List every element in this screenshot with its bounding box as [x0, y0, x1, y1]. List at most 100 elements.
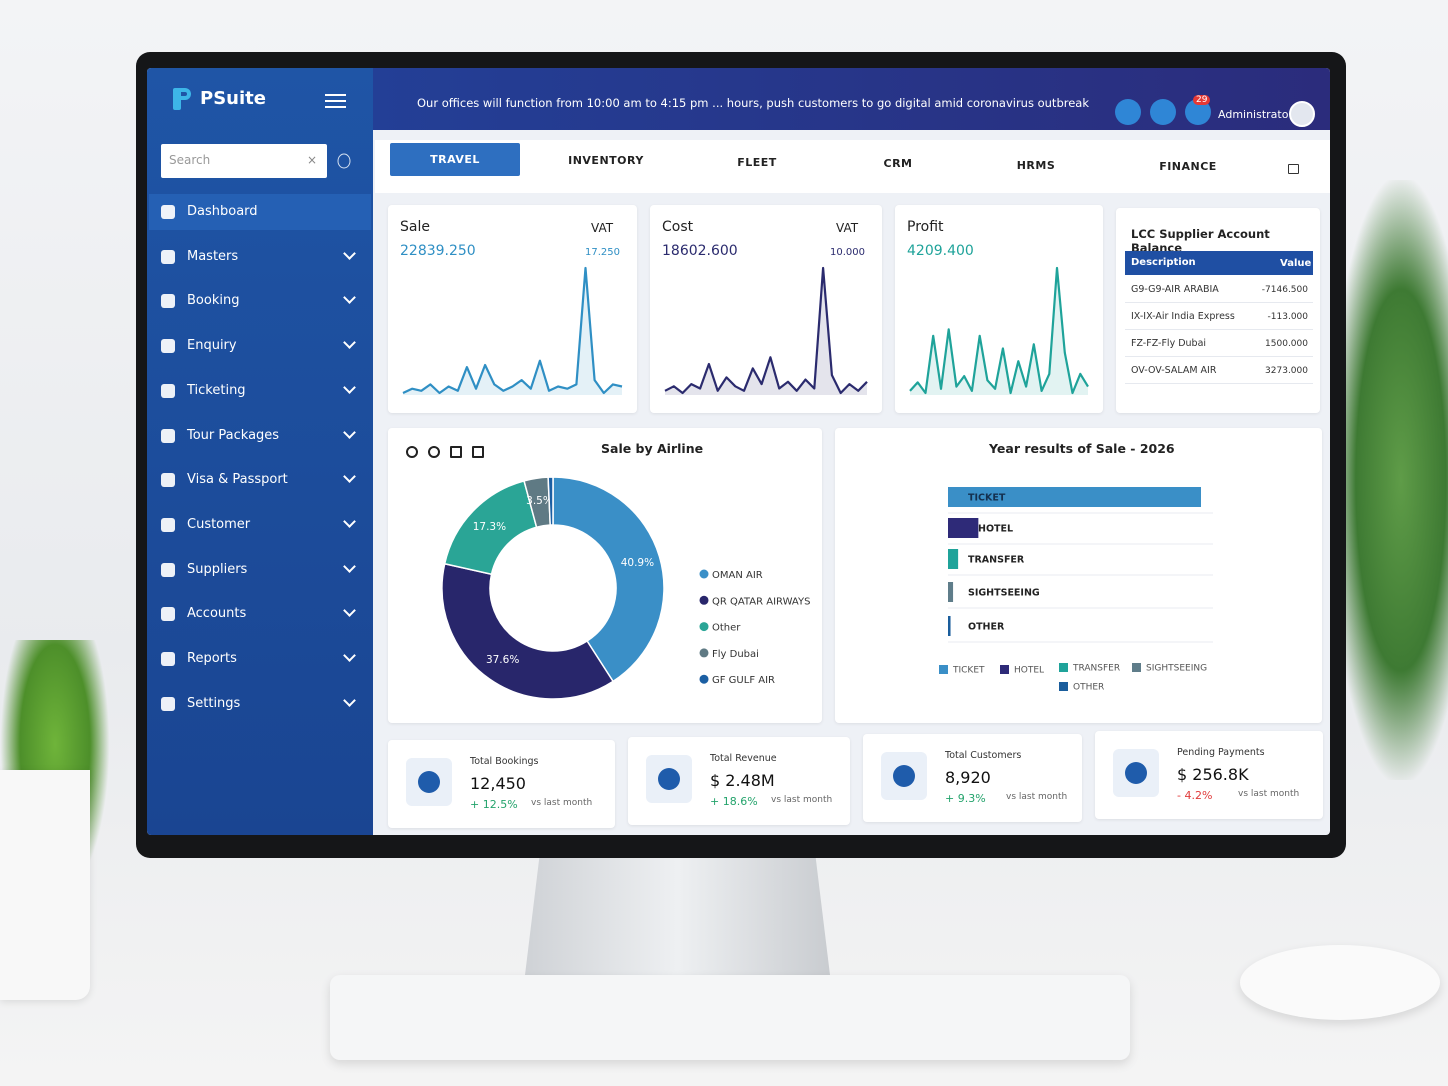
legend-label: QR QATAR AIRWAYS — [712, 596, 810, 607]
kpi-note: vs last month — [771, 795, 833, 805]
kpi-glyph — [893, 765, 915, 787]
menu-label: Ticketing — [187, 382, 246, 398]
sparkline — [402, 266, 623, 395]
menu-icon — [161, 339, 175, 354]
slice-label: 3.5% — [526, 495, 553, 507]
kpi-card: Pending Payments $ 256.8K - 4.2% vs last mo… — [1095, 731, 1323, 819]
header-icon-button[interactable] — [1115, 99, 1141, 125]
tab[interactable]: INVENTORY — [568, 154, 644, 168]
refresh-button[interactable] — [337, 153, 351, 169]
card-label: Cost — [662, 219, 694, 235]
bar — [948, 487, 1201, 507]
chart-tool-button[interactable] — [428, 446, 440, 458]
kpi-card: Total Bookings 12,450 + 12.5% vs last month — [388, 740, 615, 828]
menu-item[interactable]: Enquiry — [149, 328, 371, 364]
header-icon-button[interactable] — [1150, 99, 1176, 125]
pie-slice — [552, 476, 665, 683]
kpi-label: Total Bookings — [470, 756, 539, 767]
bar-label: SIGHTSEEING — [968, 588, 1040, 599]
legend-label: GF GULF AIR — [712, 675, 775, 686]
menu-item[interactable]: Accounts — [149, 596, 371, 632]
chart-tool-button[interactable] — [450, 446, 462, 458]
menu-icon — [161, 383, 175, 398]
menu-icon — [161, 473, 175, 488]
menu-item[interactable]: Booking — [149, 283, 371, 319]
lock-icon[interactable] — [1288, 164, 1299, 174]
user-name[interactable]: Administrator — [1218, 108, 1293, 121]
menu-label: Enquiry — [187, 338, 237, 354]
chart-area — [909, 266, 1089, 395]
chart-tool-button[interactable] — [472, 446, 484, 458]
legend-marker — [1059, 663, 1068, 672]
menu-chevron — [343, 604, 356, 618]
legend-label: HOTEL — [1014, 666, 1044, 676]
summary-card: Sale 22839.250 VAT 17.250 — [388, 205, 637, 413]
legend-label: TRANSFER — [1072, 664, 1120, 674]
menu-label: Suppliers — [187, 561, 248, 577]
kpi-label: Pending Payments — [1177, 747, 1265, 758]
vat-value: 10.000 — [830, 247, 865, 258]
pie-slice — [441, 562, 615, 700]
card-amount: 22839.250 — [400, 243, 476, 259]
bar — [948, 582, 954, 602]
search-clear[interactable]: × — [307, 153, 318, 167]
menu-item[interactable]: Ticketing — [149, 373, 371, 409]
menu-item[interactable]: Settings — [149, 686, 371, 722]
vat-label: VAT — [836, 221, 859, 235]
tab[interactable]: HRMS — [1016, 158, 1056, 172]
menu-chevron — [343, 559, 356, 573]
menu-label: Settings — [187, 695, 241, 711]
kpi-value: 12,450 — [470, 774, 526, 793]
kpi-note: vs last month — [1006, 792, 1068, 802]
keyboard — [330, 975, 1130, 1060]
menu-item[interactable]: Customer — [149, 507, 371, 543]
legend-label: OMAN AIR — [712, 570, 763, 581]
menu-item[interactable]: Dashboard — [149, 194, 371, 230]
card-label: Sale — [400, 219, 430, 235]
logo-icon — [177, 88, 191, 100]
legend-marker — [1132, 663, 1141, 672]
menu-item[interactable]: Visa & Passport — [149, 462, 371, 498]
menu-icon — [161, 562, 175, 577]
menu-label: Dashboard — [187, 204, 258, 219]
row-divider — [1125, 302, 1313, 303]
active-tab — [390, 143, 520, 176]
menu-icon — [161, 294, 175, 309]
kpi-icon — [881, 752, 927, 800]
menu-item[interactable]: Tour Packages — [149, 418, 371, 454]
tab[interactable]: FINANCE — [1159, 160, 1217, 173]
legend-marker — [699, 648, 709, 658]
menu-item[interactable]: Suppliers — [149, 552, 371, 588]
bar-label: HOTEL — [978, 524, 1013, 535]
kpi-value: $ 2.48M — [710, 771, 775, 790]
menu-icon — [161, 249, 175, 264]
legend-label: OTHER — [1073, 683, 1104, 693]
notice: Our offices will function from 10:00 am … — [417, 96, 1089, 110]
chart-area: 40.9% OMAN AIR 37.6% QR QATAR AIRWAYS 17.3% O… — [441, 476, 810, 700]
menu-icon — [161, 652, 175, 666]
tab[interactable]: CRM — [883, 157, 913, 171]
search-box[interactable]: Search × — [161, 144, 327, 178]
chart-tool-button[interactable] — [406, 446, 418, 458]
menu-icon — [161, 517, 175, 532]
kpi-note: vs last month — [531, 798, 593, 808]
screen: PSuite Search × Dashboard Masters Booking Enqu… — [147, 68, 1330, 835]
sparkline — [664, 266, 868, 395]
kpi-card: Total Customers 8,920 + 9.3% vs last month — [863, 734, 1082, 822]
sparkline-area — [665, 268, 867, 395]
table-cell: -7146.500 — [1261, 285, 1308, 295]
notification-badge: 29 — [1193, 95, 1211, 105]
slice-label: 17.3% — [473, 521, 506, 533]
user-avatar — [1289, 101, 1315, 127]
kpi-change: + 12.5% — [470, 798, 518, 811]
table-cell: FZ-FZ-Fly Dubai — [1131, 338, 1207, 349]
menu-icon — [161, 205, 175, 219]
tab[interactable]: TRAVEL — [430, 153, 480, 166]
menu-item[interactable]: Reports — [149, 641, 371, 677]
legend-marker — [699, 569, 709, 579]
card-amount: 4209.400 — [907, 243, 974, 259]
summary-card: Profit 4209.400 — [895, 205, 1103, 413]
tab[interactable]: FLEET — [737, 155, 777, 169]
menu-item[interactable]: Masters — [149, 239, 371, 275]
